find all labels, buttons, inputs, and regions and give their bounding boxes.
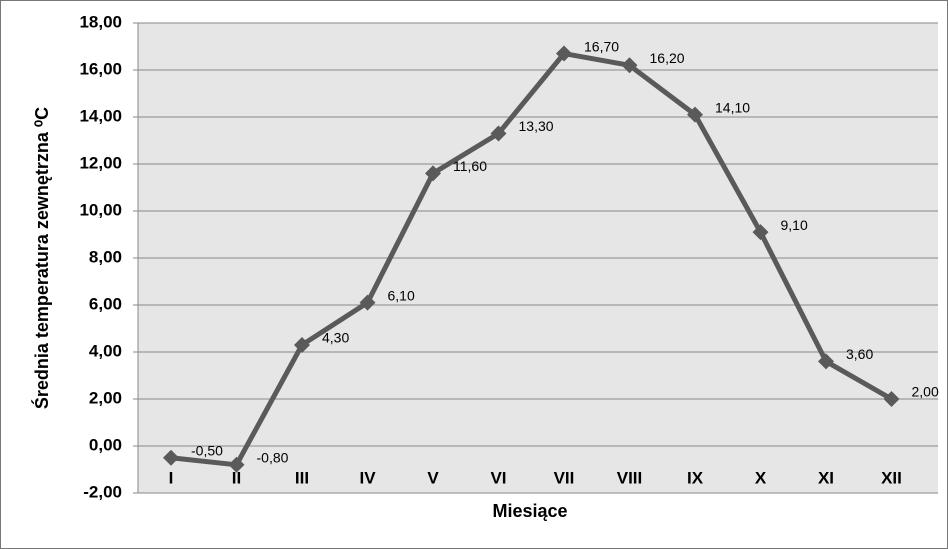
data-label: -0,50 [191, 442, 223, 458]
data-label: 14,10 [715, 99, 750, 115]
data-point [883, 391, 900, 407]
data-point [556, 45, 572, 62]
data-point [294, 336, 310, 353]
data-label: 3,60 [846, 346, 873, 362]
data-point [228, 456, 245, 473]
y-tick-label: 10,00 [79, 200, 122, 219]
y-tick-label: 2,00 [89, 388, 122, 407]
y-tick-label: 14,00 [79, 106, 122, 125]
data-label: 4,30 [322, 330, 349, 346]
x-tick-label: II [232, 468, 241, 487]
data-point [687, 106, 703, 123]
data-label: 16,20 [650, 50, 685, 66]
data-label: 2,00 [912, 384, 939, 400]
y-tick-label: 16,00 [79, 59, 122, 78]
y-axis-label: Średnia temperatura zewnętrzna ⁰C [31, 107, 52, 409]
x-tick-label: XII [881, 468, 902, 487]
y-tick-label: 12,00 [79, 153, 122, 172]
data-label: -0,80 [257, 450, 289, 466]
y-tick-label: -2,00 [83, 482, 122, 501]
y-tick-label: 4,00 [89, 341, 122, 360]
data-label: 9,10 [781, 217, 808, 233]
data-point [621, 57, 638, 74]
data-label: 16,70 [584, 38, 619, 54]
x-tick-label: XI [818, 468, 834, 487]
x-tick-label: III [295, 468, 309, 487]
x-tick-label: VIII [617, 468, 643, 487]
data-point [425, 165, 441, 182]
x-axis-label: Miesiące [492, 501, 567, 521]
data-label: 13,30 [519, 118, 554, 134]
y-tick-label: 6,00 [89, 294, 122, 313]
x-tick-label: IX [687, 468, 704, 487]
x-tick-label: V [427, 468, 439, 487]
data-label: 11,60 [453, 158, 487, 174]
data-point [818, 353, 834, 370]
y-tick-label: 18,00 [79, 12, 122, 31]
data-point [163, 449, 179, 466]
series-line [170, 51, 893, 468]
data-point [359, 294, 376, 311]
y-tick-label: 8,00 [89, 247, 122, 266]
y-tick-label: 0,00 [89, 435, 122, 454]
x-tick-label: X [755, 468, 767, 487]
x-tick-label: IV [359, 468, 376, 487]
x-tick-label: VII [554, 468, 575, 487]
x-tick-label: VI [490, 468, 506, 487]
x-tick-label: I [169, 468, 174, 487]
data-label: 6,10 [388, 287, 415, 303]
data-point [490, 125, 507, 142]
data-point [752, 224, 769, 241]
